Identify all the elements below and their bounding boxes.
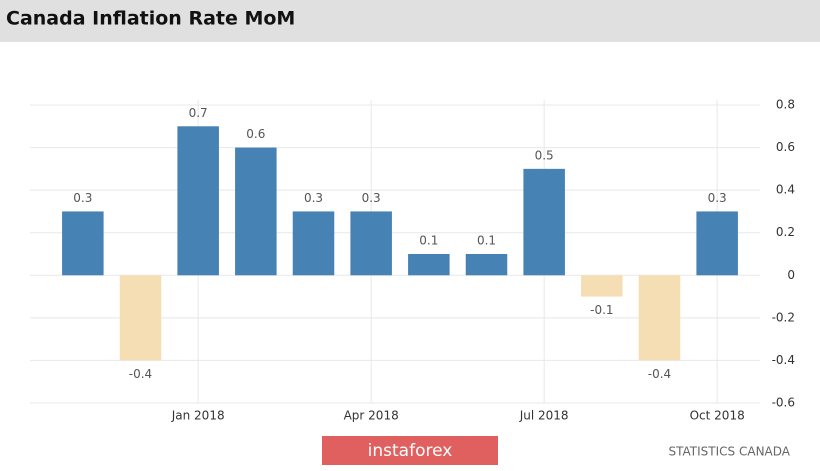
- x-tick-label: Jul 2018: [519, 409, 569, 423]
- value-label: 0.3: [304, 191, 323, 205]
- x-tick-label: Apr 2018: [344, 409, 399, 423]
- bar: [119, 275, 162, 361]
- value-label: -0.4: [648, 367, 671, 381]
- value-label: -0.4: [129, 367, 152, 381]
- bar: [292, 211, 335, 276]
- y-tick-label: -0.6: [772, 396, 795, 410]
- watermark: instaforex: [368, 441, 453, 461]
- x-tick-label: Oct 2018: [690, 409, 745, 423]
- value-label: 0.3: [362, 191, 381, 205]
- value-label: 0.6: [246, 127, 265, 141]
- bar: [581, 275, 623, 297]
- bar: [523, 168, 565, 276]
- y-tick-label: 0.4: [776, 183, 795, 197]
- watermark-box: [322, 436, 498, 465]
- bar: [638, 275, 681, 361]
- value-label: 0.3: [708, 191, 727, 205]
- y-tick-label: 0.6: [776, 140, 795, 154]
- y-tick-label: 0.2: [776, 225, 795, 239]
- value-label: 0.3: [73, 191, 92, 205]
- y-tick-label: -0.4: [772, 353, 795, 367]
- y-tick-label: 0: [787, 268, 795, 282]
- bar: [465, 254, 508, 276]
- bar: [696, 211, 738, 276]
- y-tick-label: 0.8: [776, 98, 795, 112]
- value-label: 0.1: [419, 234, 438, 248]
- bar: [350, 211, 392, 276]
- x-tick-label: Jan 2018: [171, 409, 225, 423]
- value-label: 0.7: [189, 106, 208, 120]
- value-label: -0.1: [590, 303, 613, 317]
- y-tick-label: -0.2: [772, 310, 795, 324]
- bar: [62, 211, 104, 276]
- bar: [408, 254, 450, 276]
- value-label: 0.1: [477, 234, 496, 248]
- source: STATISTICS CANADA: [669, 445, 791, 459]
- value-label: 0.5: [535, 148, 554, 162]
- chart-title: Canada Inflation Rate MoM: [6, 8, 295, 30]
- bar: [177, 126, 219, 276]
- bar: [235, 147, 277, 276]
- title-bar: [0, 0, 820, 42]
